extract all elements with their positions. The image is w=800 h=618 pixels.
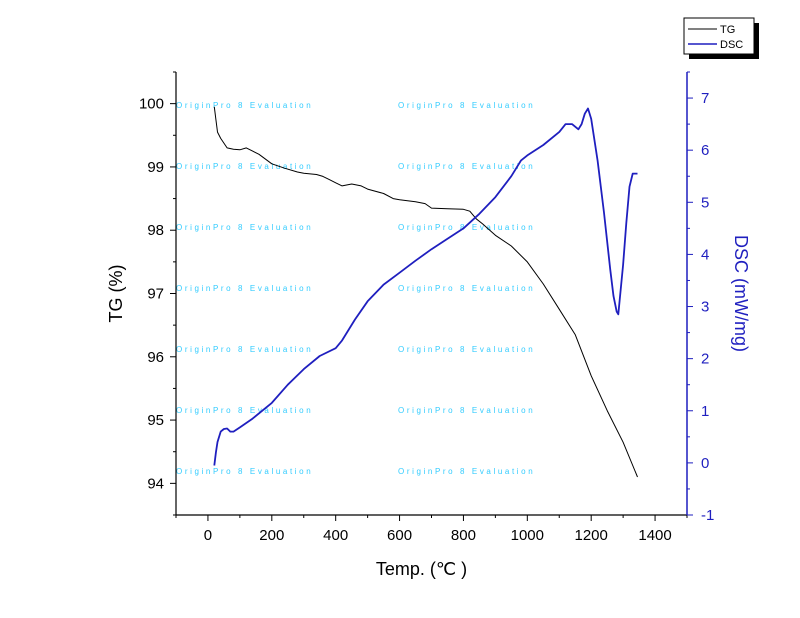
series-line-tg <box>213 106 638 478</box>
y-right-tick-label: 4 <box>701 246 709 263</box>
y-left-tick-label: 97 <box>147 286 164 303</box>
y-right-tick-label: 0 <box>701 455 709 472</box>
legend-box <box>683 17 755 55</box>
y-left-tick-label: 96 <box>147 349 164 366</box>
watermark: OriginPro 8 Evaluation <box>398 162 535 171</box>
y-left-tick-label: 94 <box>147 475 164 492</box>
x-tick-label: 200 <box>259 527 284 544</box>
watermark: OriginPro 8 Evaluation <box>176 406 313 415</box>
watermark: OriginPro 8 Evaluation <box>176 101 313 110</box>
x-tick-label: 400 <box>323 527 348 544</box>
x-tick-label: 600 <box>387 527 412 544</box>
plot-lines <box>213 106 638 478</box>
watermark: OriginPro 8 Evaluation <box>176 345 313 354</box>
watermark: OriginPro 8 Evaluation <box>398 101 535 110</box>
y-right-tick-label: 6 <box>701 142 709 159</box>
y-left-tick-label: 95 <box>147 412 164 429</box>
y-left-tick-label: 100 <box>139 96 164 113</box>
y-axis-right-ticks: -1 0 1 2 3 4 5 6 7 <box>687 71 714 524</box>
y-axis-left-title: TG (%) <box>106 265 126 323</box>
y-right-tick-label: -1 <box>701 507 714 524</box>
watermark: OriginPro 8 Evaluation <box>398 406 535 415</box>
x-tick-label: 800 <box>451 527 476 544</box>
x-axis-ticks: 0 200 400 600 800 1000 1200 1400 <box>175 515 688 544</box>
y-right-tick-label: 3 <box>701 299 709 316</box>
x-tick-label: 1400 <box>638 527 671 544</box>
y-axis-right-title: DSC (mW/mg) <box>731 235 751 352</box>
watermark: OriginPro 8 Evaluation <box>398 345 535 354</box>
y-left-tick-label: 99 <box>147 159 164 176</box>
y-right-tick-label: 7 <box>701 90 709 107</box>
y-axis-left-ticks: 94 95 96 97 98 99 100 <box>139 71 176 516</box>
y-left-tick-label: 98 <box>147 222 164 239</box>
x-tick-label: 0 <box>204 527 212 544</box>
watermark: OriginPro 8 Evaluation <box>176 162 313 171</box>
watermark-layer: OriginPro 8 Evaluation OriginPro 8 Evalua… <box>176 101 535 476</box>
y-right-tick-label: 2 <box>701 351 709 368</box>
watermark: OriginPro 8 Evaluation <box>398 467 535 476</box>
y-right-tick-label: 5 <box>701 194 709 211</box>
legend-dsc-label: DSC <box>720 39 743 51</box>
x-tick-label: 1000 <box>511 527 544 544</box>
watermark: OriginPro 8 Evaluation <box>176 284 313 293</box>
axes: 0 200 400 600 800 1000 1200 1400 94959697989910… <box>139 71 714 544</box>
watermark: OriginPro 8 Evaluation <box>176 467 313 476</box>
x-axis-title: Temp. (℃ ) <box>376 559 467 579</box>
x-tick-label: 1200 <box>575 527 608 544</box>
y-right-tick-label: 1 <box>701 403 709 420</box>
legend-tg-label: TG <box>720 24 735 36</box>
series-line-dsc <box>213 107 638 466</box>
legend: TG DSC <box>683 17 759 59</box>
watermark: OriginPro 8 Evaluation <box>176 223 313 232</box>
watermark: OriginPro 8 Evaluation <box>398 284 535 293</box>
